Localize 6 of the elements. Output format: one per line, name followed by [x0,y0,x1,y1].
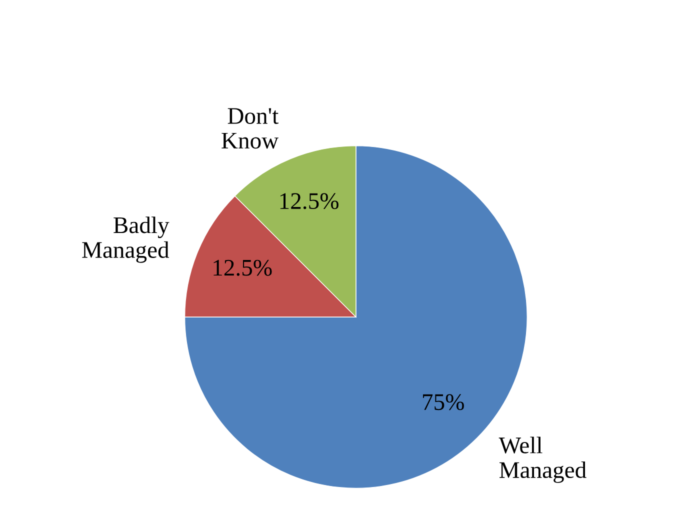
slice-label: Don't Know [222,108,279,149]
slice-label: Well Managed [498,436,586,483]
slice-label: Badly Managed [82,216,170,263]
data-label: 12.5% [280,193,338,210]
data-label: 12.5% [214,260,272,276]
data-label: 75% [423,394,464,410]
